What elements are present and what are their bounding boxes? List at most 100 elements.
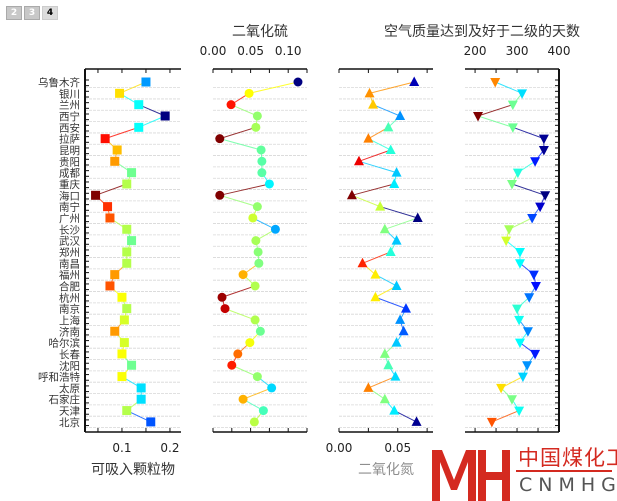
data-point-哈尔滨: [119, 338, 129, 348]
data-point-西安: [134, 122, 144, 132]
city-label: 南昌: [59, 257, 80, 270]
data-point-西安: [383, 121, 394, 132]
data-point-西安: [507, 123, 518, 133]
connector-line: [358, 160, 397, 174]
data-point-济南: [398, 325, 409, 336]
data-point-济南: [522, 327, 533, 337]
data-point-南昌: [514, 259, 525, 269]
data-point-乌鲁木齐: [293, 77, 303, 87]
data-point-昆明: [112, 145, 122, 155]
city-label: 太原: [59, 382, 80, 395]
data-point-拉萨: [100, 134, 110, 144]
data-point-广州: [527, 213, 538, 224]
data-point-昆明: [256, 145, 266, 155]
connector-line: [224, 308, 256, 321]
data-point-天津: [389, 405, 400, 415]
connector-line: [368, 376, 396, 389]
connector-line: [512, 126, 545, 140]
data-point-南京: [220, 304, 230, 314]
connector-line: [369, 81, 415, 94]
connector-line: [231, 364, 258, 378]
data-point-南昌: [254, 258, 264, 268]
x-tick-label: 0.10: [275, 44, 302, 58]
data-point-贵阳: [353, 155, 364, 166]
data-point-北京: [249, 417, 259, 427]
city-label: 合肥: [59, 280, 80, 293]
data-point-南昌: [122, 258, 132, 268]
city-label: 南宁: [59, 201, 80, 214]
connector-line: [362, 251, 391, 264]
cnmhg-logo: 中国煤化工 CNMHG: [428, 440, 617, 501]
connector-line: [105, 126, 139, 140]
data-point-成都: [391, 167, 402, 177]
data-point-南京: [512, 304, 523, 315]
city-label: 西宁: [59, 110, 80, 123]
data-point-杭州: [524, 293, 535, 303]
logo-divider: [516, 470, 612, 472]
connector-line: [219, 183, 270, 196]
data-point-太原: [496, 383, 507, 394]
data-point-合肥: [391, 280, 402, 290]
city-label: 武汉: [59, 235, 80, 248]
data-point-福州: [110, 270, 120, 280]
data-point-合肥: [530, 281, 541, 292]
connector-line: [375, 296, 407, 310]
data-point-西宁: [160, 111, 170, 121]
city-label: 福州: [59, 269, 80, 282]
data-point-长沙: [270, 224, 280, 234]
city-label: 西安: [59, 121, 80, 134]
data-point-成都: [127, 168, 137, 178]
data-point-南京: [400, 303, 411, 313]
data-point-呼和浩特: [252, 372, 262, 382]
data-point-上海: [119, 315, 129, 325]
x-axis-label: 二氧化氮: [358, 462, 414, 478]
data-point-呼和浩特: [117, 372, 127, 382]
data-point-武汉: [501, 236, 512, 247]
data-point-长春: [117, 349, 127, 359]
sheet-tabs: 2 3 4: [6, 6, 58, 20]
logo-chinese-text: 中国煤化工: [518, 446, 617, 470]
data-point-北京: [486, 417, 497, 428]
panel-title: 二氧化硫: [232, 24, 288, 40]
data-point-乌鲁木齐: [409, 76, 420, 86]
data-point-重庆: [507, 179, 517, 190]
data-point-合肥: [250, 281, 260, 291]
data-point-上海: [395, 314, 406, 324]
data-point-重庆: [264, 179, 274, 189]
data-point-乌鲁木齐: [141, 77, 151, 87]
data-point-兰州: [226, 100, 236, 110]
connector-line: [511, 183, 546, 196]
data-point-太原: [363, 382, 374, 392]
data-point-广州: [105, 213, 115, 223]
sheet-tab-3[interactable]: 3: [24, 6, 40, 20]
sheet-tab-4[interactable]: 4: [42, 6, 58, 20]
connector-line: [95, 183, 127, 196]
connector-line: [219, 126, 257, 140]
city-label: 昆明: [59, 145, 80, 157]
city-label: 沈阳: [59, 359, 80, 372]
data-point-福州: [528, 270, 539, 281]
data-point-上海: [514, 315, 525, 326]
data-point-哈尔滨: [245, 338, 255, 348]
city-label: 广州: [59, 213, 80, 225]
city-label: 南京: [59, 303, 80, 316]
data-point-石家庄: [238, 394, 248, 404]
connector-line: [477, 104, 513, 117]
data-point-南宁: [252, 202, 262, 212]
data-point-银川: [244, 88, 254, 98]
data-point-沈阳: [383, 359, 394, 370]
data-point-杭州: [117, 292, 127, 302]
data-point-沈阳: [127, 360, 137, 370]
connector-line: [221, 285, 256, 298]
data-point-石家庄: [136, 394, 146, 404]
x-tick-label: 0.00: [326, 441, 353, 455]
x-tick-label: 0.1: [112, 441, 131, 455]
data-point-海口: [540, 191, 551, 201]
data-point-南京: [122, 304, 132, 314]
city-label: 呼和浩特: [38, 372, 80, 384]
city-label: 哈尔滨: [49, 337, 81, 350]
data-point-长春: [379, 348, 390, 358]
data-point-海口: [91, 190, 101, 200]
data-point-北京: [146, 417, 156, 427]
sheet-tab-2[interactable]: 2: [6, 6, 22, 20]
